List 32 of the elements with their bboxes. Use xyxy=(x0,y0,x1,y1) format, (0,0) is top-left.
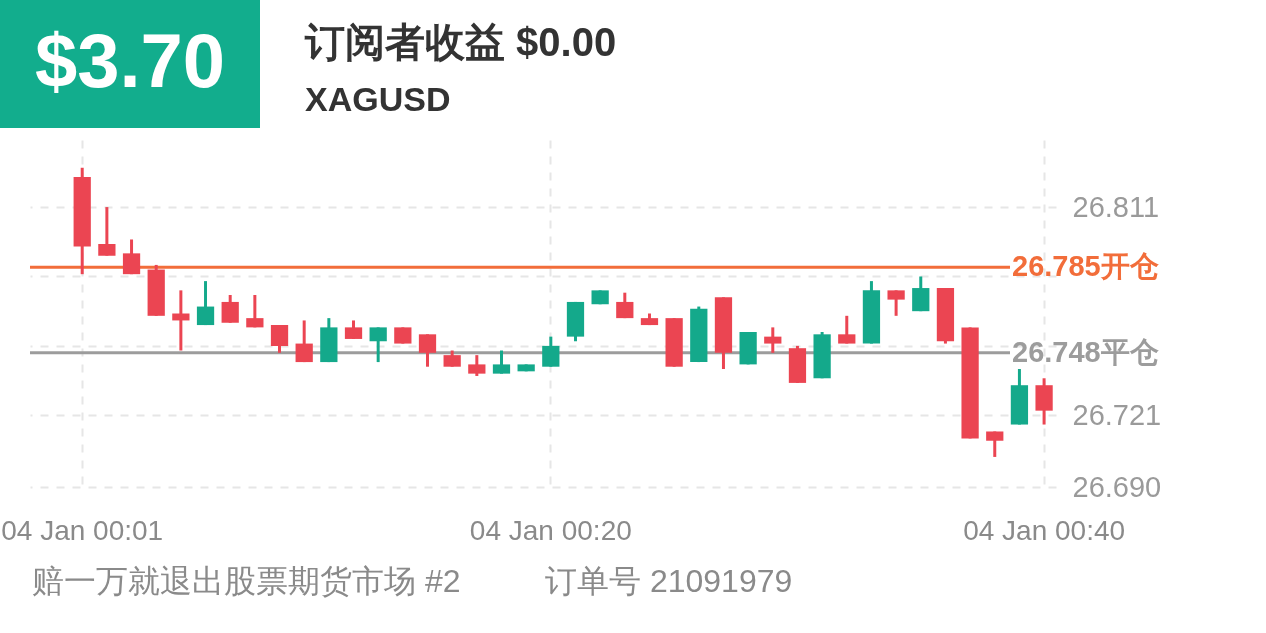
x-tick-label: 04 Jan 00:20 xyxy=(469,514,632,546)
candlestick xyxy=(542,336,560,367)
y-tick-label: 26.721 xyxy=(1072,398,1162,431)
candlestick xyxy=(764,327,782,353)
x-tick-label: 04 Jan 00:40 xyxy=(963,514,1126,546)
candlestick xyxy=(369,327,387,364)
ref-line-label: 26.785开仓 xyxy=(1012,250,1159,283)
candlestick xyxy=(986,431,1004,457)
text: $3.70 xyxy=(34,18,226,103)
y-tick-label: 26.690 xyxy=(1072,470,1162,503)
candlestick xyxy=(98,207,116,256)
candlestick xyxy=(468,355,486,376)
x-tick-label: 04 Jan 00:01 xyxy=(1,514,164,546)
candlestick xyxy=(122,239,141,276)
candlestick xyxy=(838,314,856,344)
y-tick-label: 26.811 xyxy=(1072,190,1160,223)
chart-title: 订阅者收益 $0.00 xyxy=(304,20,617,64)
candlestick xyxy=(221,294,239,323)
text: 赔一万就退出股票期货市场 #2 xyxy=(32,563,461,599)
candlestick xyxy=(418,334,437,367)
candlestick xyxy=(295,320,313,364)
candlestick xyxy=(246,294,264,328)
candlestick xyxy=(344,320,363,339)
text: 订单号 21091979 xyxy=(545,563,793,599)
candlestick xyxy=(492,350,511,374)
ref-line-label: 26.748平仓 xyxy=(1012,335,1159,368)
candlestick xyxy=(616,292,634,320)
candlestick xyxy=(196,281,215,327)
candlestick xyxy=(887,290,905,316)
chart-subtitle: XAGUSD xyxy=(305,80,451,118)
candlestick xyxy=(270,325,289,353)
candlestick xyxy=(912,276,930,313)
